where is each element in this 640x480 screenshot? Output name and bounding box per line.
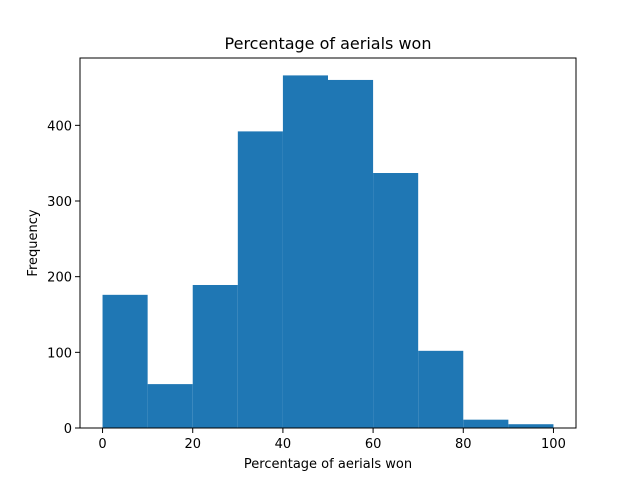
histogram-bar — [147, 384, 193, 428]
x-axis-ticks: 0 20 40 60 80 100 — [98, 428, 566, 452]
histogram-bar — [508, 424, 554, 428]
plot-frame — [79, 57, 577, 429]
y-tick-label: 300 — [47, 195, 72, 210]
histogram-bar — [237, 131, 283, 428]
histogram-bar — [102, 294, 148, 428]
x-tick-label: 80 — [455, 437, 472, 452]
histogram-bar — [328, 79, 374, 428]
bars-group — [102, 75, 554, 428]
histogram-bar — [373, 173, 419, 428]
histogram-bar — [192, 284, 238, 428]
y-axis-ticks: 0 100 200 300 400 — [47, 119, 80, 437]
x-tick-label: 100 — [541, 437, 566, 452]
y-tick-label: 200 — [47, 271, 72, 286]
x-tick-label: 40 — [275, 437, 292, 452]
histogram-bar — [418, 350, 464, 428]
x-tick-label: 0 — [98, 437, 106, 452]
x-tick-label: 60 — [365, 437, 382, 452]
y-axis-label: Frequency — [26, 209, 41, 276]
x-axis-label: Percentage of aerials won — [244, 457, 412, 472]
y-tick-label: 100 — [47, 346, 72, 361]
y-tick-label: 0 — [64, 422, 72, 437]
x-tick-label: 20 — [184, 437, 201, 452]
histogram-bar — [463, 419, 509, 428]
y-tick-label: 400 — [47, 119, 72, 134]
chart-title: Percentage of aerials won — [225, 34, 432, 53]
histogram-bar — [282, 75, 328, 428]
